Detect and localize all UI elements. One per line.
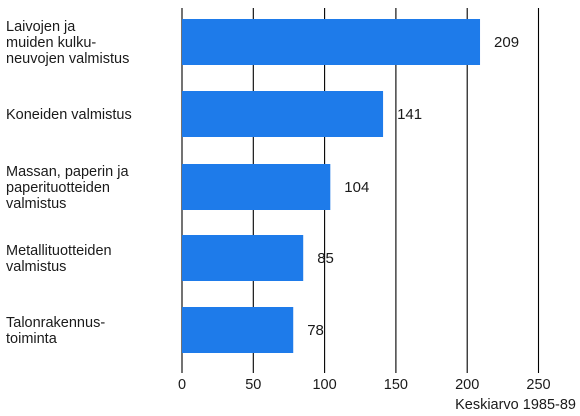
x-tick-label-100: 100 <box>312 377 336 393</box>
bar-4 <box>182 307 294 353</box>
category-label-3-line-0: Metallituotteiden <box>6 243 112 259</box>
bar-1 <box>182 91 384 137</box>
category-label-0-line-1: muiden kulku- <box>6 35 96 51</box>
category-label-3-line-1: valmistus <box>6 259 66 275</box>
category-label-4-line-1: toiminta <box>6 331 58 347</box>
category-label-4: Talonrakennus-toiminta <box>6 315 105 347</box>
category-label-4-line-0: Talonrakennus- <box>6 315 105 331</box>
x-tick-label-50: 50 <box>245 377 261 393</box>
value-label-1: 141 <box>397 106 422 123</box>
value-label-2: 104 <box>344 179 369 196</box>
value-label-4: 78 <box>307 322 324 339</box>
bar-3 <box>182 235 304 281</box>
category-label-0-line-0: Laivojen ja <box>6 19 76 35</box>
footnote: Keskiarvo 1985-89 <box>455 397 576 413</box>
x-axis: 0 50 100 150 200 250 <box>178 368 551 393</box>
value-label-3: 85 <box>317 250 334 267</box>
value-label-0: 209 <box>494 34 519 51</box>
bar-2 <box>182 164 331 210</box>
x-tick-label-150: 150 <box>384 377 408 393</box>
category-label-0-line-2: neuvojen valmistus <box>6 51 129 67</box>
category-label-2-line-0: Massan, paperin ja <box>6 164 129 180</box>
value-labels: 209 141 104 85 78 <box>307 34 519 339</box>
category-label-1: Koneiden valmistus <box>6 107 132 123</box>
x-tick-label-0: 0 <box>178 377 186 393</box>
category-label-2-line-1: paperituotteiden <box>6 180 110 196</box>
bar-0 <box>182 19 481 65</box>
category-labels: Laivojen ja muiden kulku-neuvojen valmist… <box>6 19 132 347</box>
category-label-2: Massan, paperin ja paperituotteiden valmis… <box>6 164 129 212</box>
x-tick-label-200: 200 <box>455 377 479 393</box>
category-label-1-line-0: Koneiden valmistus <box>6 107 132 123</box>
category-label-0: Laivojen ja muiden kulku-neuvojen valmist… <box>6 19 129 67</box>
category-label-3: Metallituotteiden valmistus <box>6 243 112 275</box>
bars <box>182 19 481 353</box>
category-label-2-line-2: valmistus <box>6 196 66 212</box>
x-tick-label-250: 250 <box>526 377 550 393</box>
